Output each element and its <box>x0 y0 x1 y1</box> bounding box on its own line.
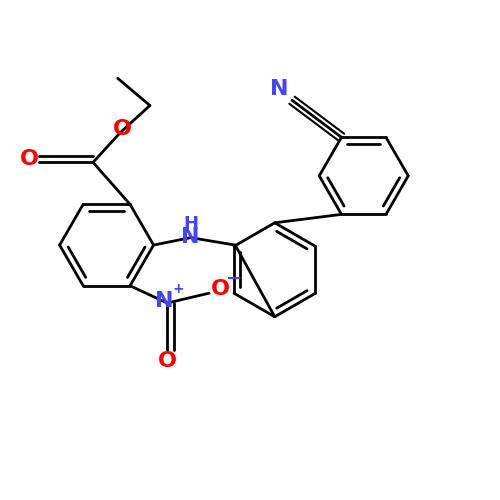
Text: −: − <box>226 269 242 288</box>
Text: H: H <box>183 215 198 233</box>
Text: O: O <box>112 118 132 139</box>
Text: O: O <box>210 279 230 299</box>
Text: +: + <box>172 282 184 296</box>
Text: N: N <box>182 226 200 246</box>
Text: O: O <box>158 351 176 371</box>
Text: N: N <box>270 80 289 100</box>
Text: O: O <box>20 150 39 170</box>
Text: N: N <box>156 290 174 310</box>
